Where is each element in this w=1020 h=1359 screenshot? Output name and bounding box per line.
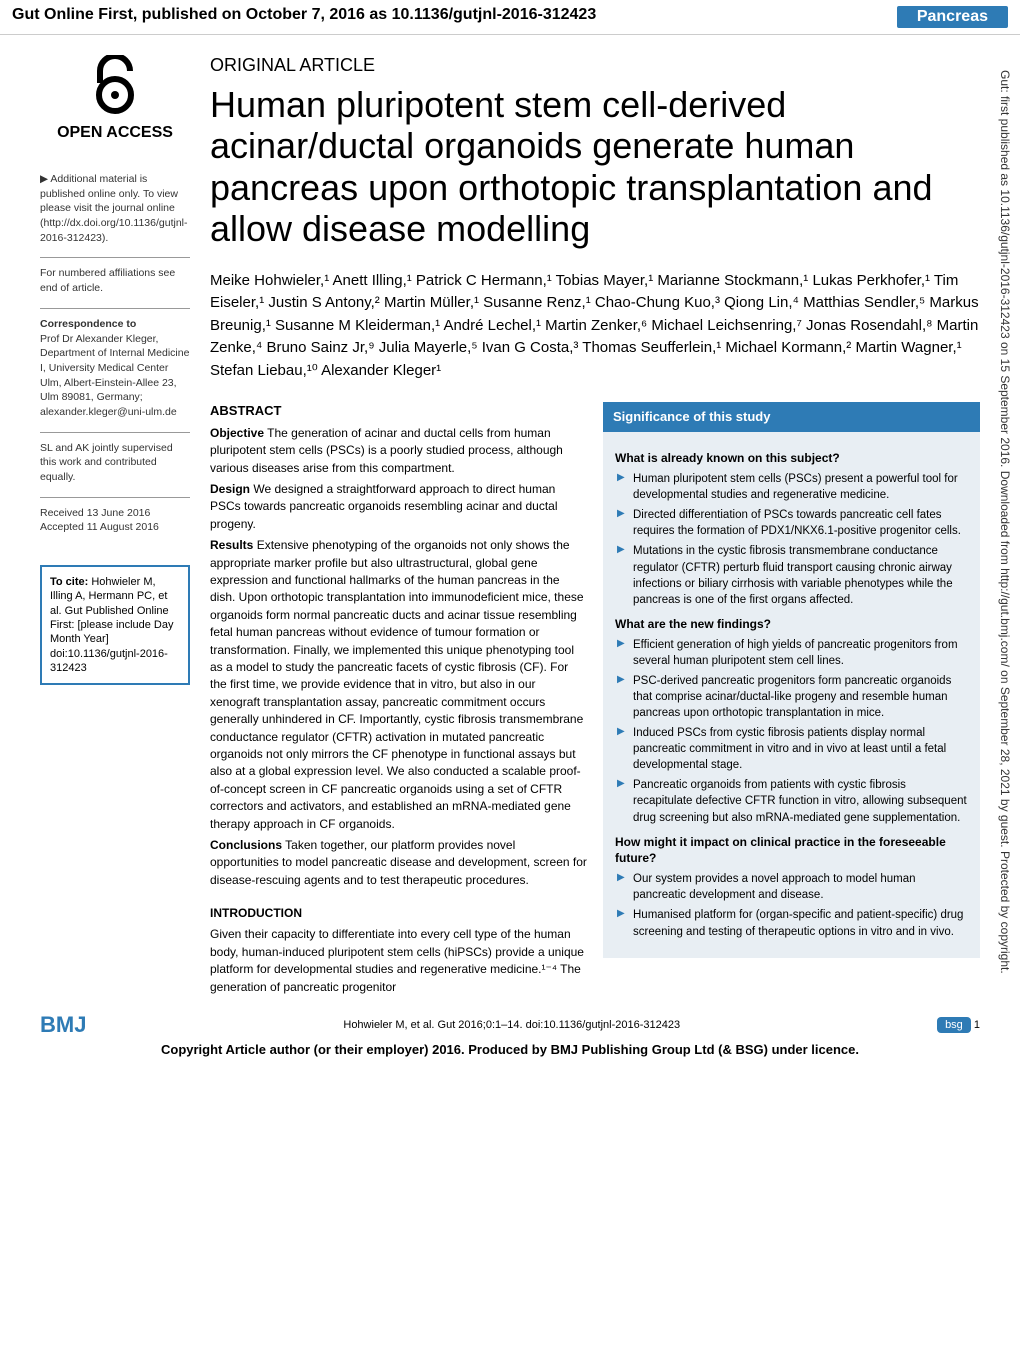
dates-note: Received 13 June 2016 Accepted 11 August… — [40, 497, 190, 535]
footer-bar: BMJ Hohwieler M, et al. Gut 2016;0:1–14.… — [0, 1010, 1020, 1040]
abstract-column: ABSTRACT Objective The generation of aci… — [210, 402, 587, 1000]
main-column: ORIGINAL ARTICLE Human pluripotent stem … — [210, 55, 980, 1000]
footer-citation: Hohwieler M, et al. Gut 2016;0:1–14. doi… — [343, 1019, 680, 1031]
citation-box: To cite: Hohwieler M, Illing A, Hermann … — [40, 565, 190, 685]
cite-label: To cite: — [50, 576, 88, 588]
copyright-line: Copyright Article author (or their emplo… — [0, 1040, 1020, 1067]
supplementary-note: ▶ Additional material is published onlin… — [40, 172, 190, 245]
new-heading: What are the new findings? — [615, 616, 968, 633]
list-item: Mutations in the cystic fibrosis transme… — [633, 543, 968, 607]
authors-list: Meike Hohwieler,¹ Anett Illing,¹ Patrick… — [210, 270, 980, 383]
known-heading: What is already known on this subject? — [615, 450, 968, 467]
affiliations-note: For numbered affiliations see end of art… — [40, 257, 190, 295]
list-item: Pancreatic organoids from patients with … — [633, 777, 968, 825]
list-item: Induced PSCs from cystic fibrosis patien… — [633, 725, 968, 773]
new-list: Efficient generation of high yields of p… — [615, 637, 968, 826]
vertical-copyright-strip: Gut: first published as 10.1136/gutjnl-2… — [998, 70, 1012, 1270]
significance-heading: Significance of this study — [603, 402, 980, 432]
open-access-label: OPEN ACCESS — [40, 124, 190, 142]
known-list: Human pluripotent stem cells (PSCs) pres… — [615, 471, 968, 608]
results-text: Extensive phenotyping of the organoids n… — [210, 538, 584, 830]
doi-line: Gut Online First, published on October 7… — [12, 6, 596, 28]
introduction-text: Given their capacity to differentiate in… — [210, 926, 587, 996]
article-title: Human pluripotent stem cell-derived acin… — [210, 84, 980, 250]
left-sidebar: OPEN ACCESS ▶ Additional material is pub… — [40, 55, 210, 1000]
open-access-block: OPEN ACCESS — [40, 55, 190, 142]
page-body: OPEN ACCESS ▶ Additional material is pub… — [0, 35, 1020, 1010]
footer-right: bsg 1 — [937, 1019, 980, 1031]
correspondence-text: Prof Dr Alexander Kleger, Department of … — [40, 332, 190, 420]
two-column-body: ABSTRACT Objective The generation of aci… — [210, 402, 980, 1000]
correspondence-block: Correspondence to Prof Dr Alexander Kleg… — [40, 308, 190, 420]
results-label: Results — [210, 538, 253, 552]
list-item: Our system provides a novel approach to … — [633, 871, 968, 903]
page-number: 1 — [974, 1019, 980, 1031]
impact-list: Our system provides a novel approach to … — [615, 871, 968, 939]
list-item: Efficient generation of high yields of p… — [633, 637, 968, 669]
design-text: We designed a straightforward approach t… — [210, 482, 558, 531]
header-bar: Gut Online First, published on October 7… — [0, 0, 1020, 35]
design-label: Design — [210, 482, 250, 496]
objective-label: Objective — [210, 426, 264, 440]
introduction-heading: INTRODUCTION — [210, 905, 587, 922]
list-item: Directed differentiation of PSCs towards… — [633, 507, 968, 539]
significance-body: What is already known on this subject? H… — [603, 432, 980, 957]
significance-column: Significance of this study What is alrea… — [603, 402, 980, 1000]
article-type: ORIGINAL ARTICLE — [210, 55, 980, 76]
joint-supervision-note: SL and AK jointly supervised this work a… — [40, 432, 190, 485]
list-item: Humanised platform for (organ-specific a… — [633, 907, 968, 939]
correspondence-label: Correspondence to — [40, 317, 190, 332]
list-item: Human pluripotent stem cells (PSCs) pres… — [633, 471, 968, 503]
conclusions-label: Conclusions — [210, 838, 282, 852]
section-badge: Pancreas — [897, 6, 1008, 28]
abstract-heading: ABSTRACT — [210, 402, 587, 421]
cite-text: Hohwieler M, Illing A, Hermann PC, et al… — [50, 576, 174, 674]
open-access-icon — [90, 55, 140, 115]
bmj-logo: BMJ — [40, 1012, 86, 1038]
impact-heading: How might it impact on clinical practice… — [615, 834, 968, 868]
bsg-logo: bsg — [937, 1017, 971, 1033]
list-item: PSC-derived pancreatic progenitors form … — [633, 673, 968, 721]
